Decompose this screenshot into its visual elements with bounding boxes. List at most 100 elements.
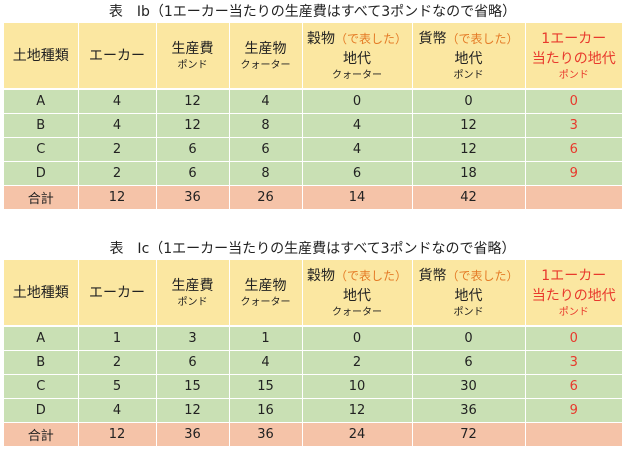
table-cell: 6	[302, 161, 413, 186]
table-cell: 0	[412, 326, 526, 351]
table-cell: 6	[525, 374, 622, 399]
table-cell: 1	[78, 326, 157, 351]
table-cell: D	[4, 161, 79, 186]
header-text: 地代	[454, 50, 483, 67]
table-cell: 2	[78, 350, 157, 375]
table-cell: 12	[156, 398, 230, 423]
table-cell: 4	[78, 113, 157, 138]
table-cell: D	[4, 398, 79, 423]
header-land-type: 土地種類	[4, 260, 79, 327]
table-cell: 5	[78, 374, 157, 399]
table-cell: 4	[302, 113, 413, 138]
header-text: 貨幣（で表した）	[413, 266, 525, 286]
header-text: 地代	[343, 287, 371, 304]
table-cell: 6	[229, 137, 303, 162]
header-text: 地代	[454, 287, 483, 304]
table-cell: 8	[229, 113, 303, 138]
header-rent-per-acre: 1エーカー 当たりの地代 ポンド	[525, 23, 622, 90]
header-text: 貨幣	[418, 30, 447, 47]
table-row: C 2 6 6 4 12 6	[4, 137, 622, 162]
header-text: エーカー	[89, 47, 145, 64]
table-cell: 12	[412, 113, 526, 138]
table-cell: 4	[302, 137, 413, 162]
header-text: クォーター	[332, 306, 382, 318]
table-caption: 表 Ⅰc（1エーカー当たりの生産費はすべて3ポンドなので省略）	[109, 241, 516, 257]
table-cell: 4	[78, 398, 157, 423]
table-cell: 6	[156, 137, 230, 162]
table-cell: 12	[412, 137, 526, 162]
header-cost: 生産費 ポンド	[156, 260, 230, 327]
table-cell: 36	[156, 422, 230, 446]
table-cell: 6	[156, 161, 230, 186]
header-text: 生産費	[171, 277, 214, 294]
table-cell: C	[4, 137, 79, 162]
table-cell: B	[4, 113, 79, 138]
header-product: 生産物 クォーター	[229, 23, 303, 90]
header-text: 当たりの地代	[531, 50, 616, 67]
table-cell: 15	[229, 374, 303, 399]
header-text: ポンド	[453, 306, 484, 318]
header-row: 土地種類 エーカー 生産費ポンド 生産物クォーター 穀物 （で表した） 地代クォータ…	[4, 260, 622, 327]
header-text: 1エーカー	[541, 30, 607, 47]
header-grain-rent: 穀物（で表した） 地代 クォーター	[302, 260, 413, 327]
header-rent-per-acre: 1エーカー 当たりの地代 ポンド	[525, 260, 622, 327]
table-cell: 6	[156, 350, 230, 375]
header-text: 貨幣（で表した）	[413, 29, 525, 49]
table-cell: 3	[525, 113, 622, 138]
table-cell: 8	[229, 161, 303, 186]
table-cell: 4	[78, 89, 157, 114]
table-cell: 9	[525, 161, 622, 186]
header-acre: エーカー	[78, 260, 157, 327]
header-row: 土地種類 エーカー 生産費 ポンド 生産物 クォーター 穀物（で表した） 地代 クォータ…	[4, 23, 622, 90]
header-text: クォーター	[240, 296, 291, 308]
table-cell: B	[4, 350, 79, 375]
table-cell: 12	[78, 422, 157, 446]
table-cell: 4	[229, 350, 303, 375]
table-cell: 0	[525, 326, 622, 351]
table-cell: 15	[156, 374, 230, 399]
table-cell: 2	[78, 137, 157, 162]
header-text: 生産物	[244, 277, 287, 294]
header-text: （で表した）	[446, 268, 519, 283]
header-money-rent: 貨幣（で表した） 地代 ポンド	[412, 260, 526, 327]
header-text: （で表した）	[446, 31, 519, 46]
table-cell: 12	[78, 185, 157, 209]
header-text: ポンド	[177, 296, 208, 308]
header-acre: エーカー	[78, 23, 157, 90]
table-row: B 4 12 8 4 12 3	[4, 113, 622, 138]
table-cell: A	[4, 89, 79, 114]
table-cell: 30	[412, 374, 526, 399]
header-text: 穀物（で表した）	[303, 29, 412, 49]
header-text: 貨幣	[418, 267, 447, 284]
table-cell: 0	[525, 89, 622, 114]
header-cost: 生産費 ポンド	[156, 23, 230, 90]
header-text: 当たりの地代	[531, 287, 616, 304]
header-text: 土地種類	[12, 47, 69, 64]
table-cell: 0	[302, 326, 413, 351]
header-text: 1エーカー	[541, 267, 607, 284]
table-cell: 36	[412, 398, 526, 423]
table-caption: 表 Ⅰb（1エーカー当たりの生産費はすべて3ポンドなので省略）	[108, 4, 517, 20]
header-text: ポンド	[177, 59, 208, 71]
header-text: 穀物	[306, 267, 335, 284]
table-cell: 26	[229, 185, 303, 209]
table-cell: 3	[525, 350, 622, 375]
header-text: ポンド	[453, 69, 484, 81]
table-cell: 16	[229, 398, 303, 423]
header-text: 生産物	[244, 40, 287, 57]
table-cell: 合計	[4, 422, 79, 446]
table-cell: 4	[229, 89, 303, 114]
table-cell: 18	[412, 161, 526, 186]
table-cell: 42	[412, 185, 526, 209]
table-cell: 12	[156, 113, 230, 138]
header-text: エーカー	[89, 284, 145, 301]
table-cell: 1	[229, 326, 303, 351]
table-cell: A	[4, 326, 79, 351]
table-cell: 6	[412, 350, 526, 375]
table-cell: 72	[412, 422, 526, 446]
table-cell: 0	[302, 89, 413, 114]
header-product: 生産物 クォーター	[229, 260, 303, 327]
rent-table-1c: 土地種類 エーカー 生産費ポンド 生産物クォーター 穀物 （で表した） 地代クォータ…	[4, 260, 622, 446]
